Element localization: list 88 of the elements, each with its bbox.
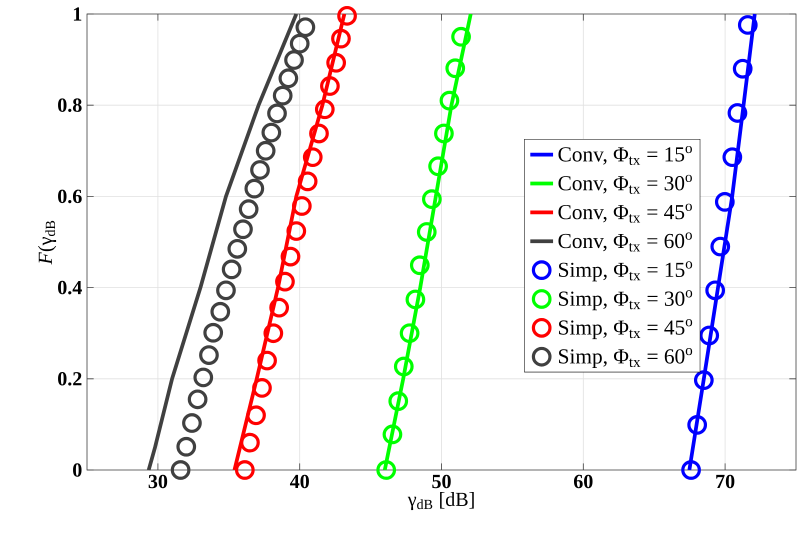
point: [406, 290, 426, 310]
point: [400, 323, 420, 344]
point: [267, 104, 287, 124]
x-tick-label: 60: [574, 474, 593, 488]
point: [705, 280, 726, 300]
y-tick-label: 0.8: [58, 98, 82, 112]
point: [203, 322, 224, 343]
point: [728, 103, 748, 123]
point: [382, 424, 402, 444]
point: [314, 99, 335, 120]
point: [331, 28, 351, 48]
y-tick-label: 0.4: [58, 280, 82, 294]
point: [410, 255, 430, 276]
point: [416, 222, 437, 242]
legend-label: Simp, Φ$_{tx}$ = 30$^{o}$: [559, 290, 692, 310]
point: [298, 171, 318, 192]
y-axis-title: F(γ$_{dB}$: [38, 220, 56, 265]
point: [290, 34, 310, 54]
point: [388, 391, 408, 412]
point: [738, 15, 758, 35]
x-tick-label: 70: [716, 474, 734, 488]
point: [732, 58, 753, 79]
point: [699, 326, 720, 346]
point: [233, 219, 253, 240]
y-tick-label: 0.2: [58, 372, 82, 386]
point: [445, 58, 466, 78]
point: [170, 460, 190, 480]
point: [227, 238, 248, 259]
point: [722, 147, 742, 168]
point: [284, 50, 304, 70]
point: [714, 192, 735, 212]
y-tick-label: 1: [74, 7, 82, 21]
point: [216, 280, 236, 300]
x-tick-label: 30: [148, 474, 168, 488]
point: [275, 272, 295, 292]
legend-label: Simp, Φ$_{tx}$ = 15$^{o}$: [559, 261, 692, 282]
point: [434, 124, 454, 144]
point: [320, 76, 340, 96]
point: [246, 405, 266, 426]
point: [257, 350, 277, 370]
point: [428, 156, 448, 176]
point: [376, 460, 396, 480]
x-tick-label: 50: [432, 474, 451, 488]
legend-label: Simp, Φ$_{tx}$ = 60$^{o}$: [559, 348, 692, 368]
point: [222, 259, 242, 280]
point: [687, 414, 708, 435]
point: [176, 436, 196, 457]
point: [440, 90, 460, 111]
point: [337, 6, 357, 26]
point: [269, 298, 290, 318]
point: [422, 189, 442, 209]
y-tick-label: 0: [73, 463, 82, 477]
point: [252, 378, 272, 398]
point: [244, 178, 264, 199]
point: [326, 52, 346, 73]
point: [394, 356, 414, 376]
point: [199, 345, 219, 365]
y-tick-label: 0.6: [58, 190, 82, 204]
x-tick-label: 40: [290, 474, 309, 488]
point: [263, 323, 284, 344]
point: [193, 368, 214, 388]
x-axis-title: γ$_{dB}$ [dB]: [408, 492, 474, 510]
point: [451, 26, 471, 47]
point: [309, 124, 329, 144]
legend-label: Conv, Φ$_{tx}$ = 60$^{o}$: [558, 232, 692, 252]
point: [710, 236, 730, 256]
legend-label: Simp, Φ$_{tx}$ = 45$^{o}$: [559, 319, 692, 340]
point: [296, 17, 316, 38]
point: [182, 413, 202, 433]
point: [210, 302, 230, 322]
point: [261, 122, 282, 142]
point: [302, 147, 323, 168]
point: [250, 160, 270, 180]
legend-label: Conv, Φ$_{tx}$ = 30$^{o}$: [558, 174, 692, 194]
point: [292, 196, 312, 216]
point: [278, 68, 298, 88]
point: [272, 86, 293, 106]
point: [234, 460, 255, 480]
point: [256, 140, 276, 161]
point: [240, 432, 260, 453]
point: [681, 460, 701, 480]
legend-label: Conv, Φ$_{tx}$ = 15$^{o}$: [558, 146, 692, 165]
point: [694, 370, 714, 390]
point: [188, 389, 208, 410]
point: [238, 199, 259, 220]
point: [280, 246, 300, 266]
point: [286, 221, 306, 241]
legend-label: Conv, Φ$_{tx}$ = 45$^{o}$: [558, 204, 692, 223]
